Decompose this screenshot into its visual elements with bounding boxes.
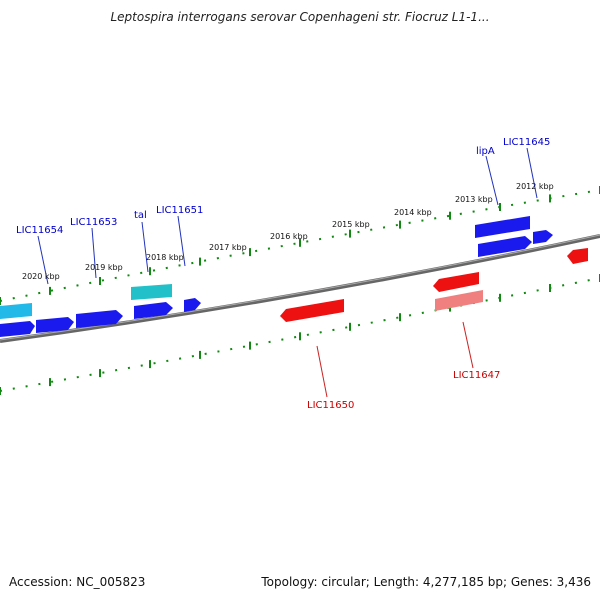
kbp-label: 2018 kbp [146, 253, 184, 262]
gene-arrow[interactable] [567, 248, 588, 264]
gene-label[interactable]: LIC11650 [307, 400, 354, 411]
gene-label[interactable]: LIC11653 [70, 217, 117, 228]
kbp-label: 2012 kbp [516, 182, 554, 191]
gene-arrow[interactable] [478, 236, 532, 257]
kbp-label: 2015 kbp [332, 220, 370, 229]
gene-label[interactable]: LIC11647 [453, 370, 500, 381]
gene-label[interactable]: LIC11645 [503, 137, 550, 148]
genome-backbone-highlight [0, 234, 600, 341]
gene-arrow[interactable] [433, 272, 479, 292]
leader-line [526, 147, 538, 199]
genome-backbone [0, 234, 600, 343]
reverse-major-ticks [0, 274, 600, 395]
forward-major-ticks [0, 186, 600, 305]
leader-line [316, 345, 328, 398]
gene-arrow[interactable] [36, 317, 74, 333]
leader-line [91, 227, 97, 279]
map-title: Leptospira interrogans serovar Copenhage… [110, 10, 490, 24]
label-leaders [37, 147, 538, 398]
leader-line [141, 221, 149, 273]
gene-arrow[interactable] [0, 321, 35, 337]
gene-label[interactable]: lipA [476, 146, 495, 157]
kbp-label: 2019 kbp [85, 263, 123, 272]
gene-label[interactable]: tal [134, 210, 147, 221]
gene-arrow[interactable] [435, 290, 483, 311]
genome-summary: Topology: circular; Length: 4,277,185 bp… [261, 575, 591, 589]
gene-label[interactable]: LIC11651 [156, 205, 203, 216]
gene-arrow[interactable] [533, 230, 553, 244]
gene-arrow[interactable] [134, 302, 173, 319]
leader-line [462, 321, 474, 369]
gene-arrow[interactable] [76, 310, 123, 328]
gene-arrow[interactable] [131, 284, 172, 300]
kbp-label: 2014 kbp [394, 208, 432, 217]
leader-line [177, 215, 186, 267]
kbp-label: 2017 kbp [209, 243, 247, 252]
kbp-label: 2016 kbp [270, 232, 308, 241]
gene-arrow[interactable] [0, 303, 32, 319]
gene-arrow[interactable] [475, 216, 530, 238]
reverse-genes [280, 248, 588, 322]
accession-label: Accession: NC_005823 [9, 575, 146, 589]
leader-line [37, 235, 49, 285]
gene-label[interactable]: LIC11654 [16, 225, 63, 236]
leader-line [485, 155, 499, 206]
gene-arrow[interactable] [280, 299, 344, 322]
kbp-label: 2013 kbp [455, 195, 493, 204]
gene-arrow[interactable] [184, 298, 201, 312]
forward-genes [0, 216, 553, 337]
kbp-label: 2020 kbp [22, 272, 60, 281]
